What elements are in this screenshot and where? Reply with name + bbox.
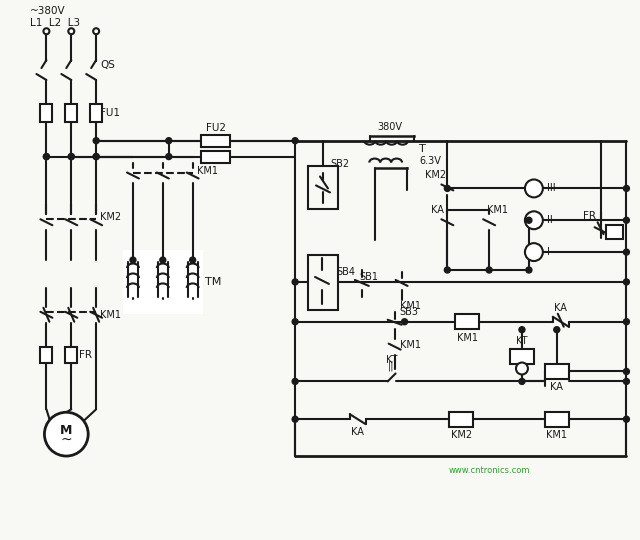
Bar [200, 151, 230, 163]
Circle shape [44, 412, 88, 456]
Circle shape [401, 319, 408, 325]
Circle shape [623, 379, 629, 384]
Circle shape [623, 217, 629, 223]
Bar [308, 255, 338, 310]
Bar [510, 349, 534, 364]
Text: KT: KT [516, 336, 528, 346]
Circle shape [292, 416, 298, 422]
Bar [455, 314, 479, 329]
Circle shape [93, 28, 99, 34]
Circle shape [68, 28, 74, 34]
Text: KM1: KM1 [196, 166, 218, 176]
Text: SB1: SB1 [360, 272, 379, 282]
Circle shape [44, 153, 49, 160]
Text: KA: KA [431, 205, 444, 215]
Text: II: II [547, 215, 552, 225]
Circle shape [519, 327, 525, 333]
Circle shape [516, 362, 528, 374]
Circle shape [292, 379, 298, 384]
Text: ||: || [387, 360, 394, 371]
Text: ~: ~ [61, 433, 72, 447]
Text: QS: QS [100, 60, 115, 70]
Circle shape [444, 185, 451, 191]
Circle shape [93, 138, 99, 144]
Circle shape [166, 138, 172, 144]
Bar [40, 104, 52, 122]
Circle shape [292, 319, 298, 325]
Text: ~380V: ~380V [29, 6, 65, 16]
Text: SB2: SB2 [330, 159, 349, 168]
Text: FU1: FU1 [100, 108, 120, 118]
Bar [65, 347, 77, 362]
Bar [449, 412, 473, 427]
Text: T: T [419, 144, 426, 153]
Text: FU2: FU2 [205, 123, 225, 133]
Circle shape [166, 153, 172, 160]
Text: SB3: SB3 [399, 307, 419, 317]
Bar [40, 347, 52, 362]
Text: KM1: KM1 [457, 333, 477, 343]
Text: 380V: 380V [377, 122, 402, 132]
Circle shape [292, 138, 298, 144]
Bar [123, 249, 203, 314]
Text: KA: KA [550, 382, 563, 393]
Text: M: M [60, 424, 72, 437]
Circle shape [525, 211, 543, 229]
Text: KA: KA [351, 427, 364, 437]
Circle shape [554, 327, 560, 333]
Text: KM2: KM2 [451, 430, 472, 440]
Text: KM1: KM1 [399, 301, 420, 311]
Text: FR: FR [582, 211, 596, 221]
Bar [200, 134, 230, 147]
Text: TM: TM [205, 277, 221, 287]
Circle shape [44, 28, 49, 34]
Circle shape [486, 267, 492, 273]
Bar [545, 364, 569, 379]
Circle shape [525, 243, 543, 261]
Circle shape [623, 368, 629, 374]
Circle shape [68, 153, 74, 160]
Text: KM1: KM1 [100, 310, 121, 320]
Circle shape [189, 257, 196, 263]
Circle shape [623, 279, 629, 285]
Circle shape [623, 185, 629, 191]
Text: I: I [547, 247, 550, 257]
Bar [308, 166, 338, 210]
Bar [65, 104, 77, 122]
Circle shape [292, 279, 298, 285]
Text: KA: KA [554, 303, 567, 313]
Bar [90, 104, 102, 122]
Circle shape [160, 257, 166, 263]
Circle shape [525, 179, 543, 198]
Text: 6.3V: 6.3V [419, 156, 442, 166]
Bar [545, 412, 569, 427]
Circle shape [623, 319, 629, 325]
Circle shape [93, 153, 99, 160]
Circle shape [68, 153, 74, 160]
Text: www.cntronics.com: www.cntronics.com [449, 467, 530, 475]
Circle shape [444, 267, 451, 273]
Text: KM1: KM1 [547, 430, 567, 440]
Circle shape [623, 249, 629, 255]
Circle shape [526, 217, 532, 223]
Text: SB4: SB4 [336, 267, 355, 277]
Text: III: III [547, 184, 556, 193]
Circle shape [44, 153, 49, 160]
Bar [605, 225, 623, 239]
Text: FR: FR [79, 349, 92, 360]
Circle shape [623, 416, 629, 422]
Text: KM2: KM2 [100, 212, 121, 222]
Circle shape [526, 267, 532, 273]
Text: KM1: KM1 [399, 340, 420, 349]
Circle shape [130, 257, 136, 263]
Text: L1  L2  L3: L1 L2 L3 [29, 18, 79, 28]
Text: KM2: KM2 [426, 171, 447, 180]
Circle shape [519, 379, 525, 384]
Circle shape [93, 153, 99, 160]
Text: KM1: KM1 [487, 205, 508, 215]
Text: KT: KT [386, 355, 397, 365]
